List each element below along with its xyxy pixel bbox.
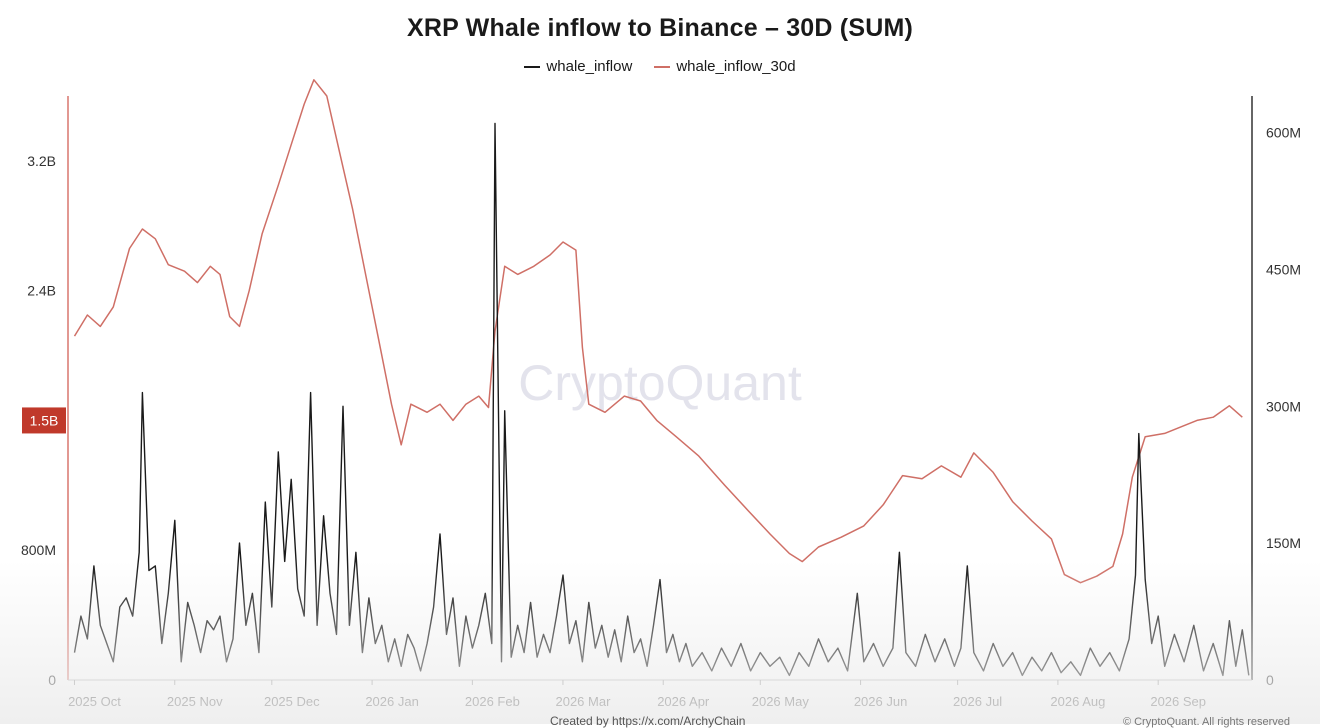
x-axis-tick-label: 2026 Sep (1150, 694, 1206, 709)
right-axis-tick-label: 300M (1266, 398, 1301, 414)
legend-label-whale-inflow-30d: whale_inflow_30d (676, 58, 796, 75)
x-axis-tick-label: 2026 Feb (465, 694, 520, 709)
left-axis-tick-label: 3.2B (27, 153, 56, 169)
chart-legend: whale_inflow whale_inflow_30d (0, 58, 1320, 75)
x-axis-tick-label: 2026 Jan (365, 694, 419, 709)
x-axis-tick-label: 2025 Oct (68, 694, 121, 709)
right-axis-tick-label: 600M (1266, 125, 1301, 141)
x-axis-tick-label: 2026 Mar (555, 694, 611, 709)
legend-label-whale-inflow: whale_inflow (546, 58, 633, 75)
legend-swatch-whale-inflow (524, 65, 541, 68)
right-axis-tick-label: 0 (1266, 672, 1274, 688)
x-axis-tick-label: 2025 Dec (264, 694, 320, 709)
ticks-layer: 0 800M 1.5B 2.4B 3.2B 0 150M 300M 450M 600M 2025 O… (21, 125, 1301, 710)
watermark: CryptoQuant (518, 355, 802, 411)
series-line-whale-inflow-30d (73, 79, 1243, 584)
left-axis-highlight-badge (22, 407, 66, 434)
x-axis-tick-label: 2026 Jul (953, 694, 1002, 709)
left-axis-tick-label: 1.5B (30, 412, 59, 428)
legend-item-whale-inflow-30d[interactable]: whale_inflow_30d (654, 58, 796, 75)
left-axis-tick-label: 800M (21, 542, 56, 558)
footer-credit: Created by https://x.com/ArchyChain (550, 714, 746, 728)
left-axis-tick-label: 2.4B (27, 283, 56, 299)
x-axis-tick-label: 2026 Aug (1050, 694, 1105, 709)
right-axis-tick-label: 150M (1266, 535, 1301, 551)
legend-swatch-whale-inflow-30d (654, 65, 671, 68)
x-axis-tick-label: 2026 Jun (854, 694, 908, 709)
legend-item-whale-inflow[interactable]: whale_inflow (524, 58, 632, 75)
left-axis-tick-label: 0 (48, 672, 56, 688)
x-axis-tick-label: 2026 Apr (657, 694, 710, 709)
footer-copyright: © CryptoQuant. All rights reserved (1122, 716, 1290, 728)
x-axis-tick-label: 2025 Nov (167, 694, 223, 709)
x-axis-tick-label: 2026 May (752, 694, 810, 709)
chart-title: XRP Whale inflow to Binance – 30D (SUM) (406, 14, 914, 42)
watermark-layer: CryptoQuant (518, 355, 802, 411)
right-axis-tick-label: 450M (1266, 261, 1301, 277)
